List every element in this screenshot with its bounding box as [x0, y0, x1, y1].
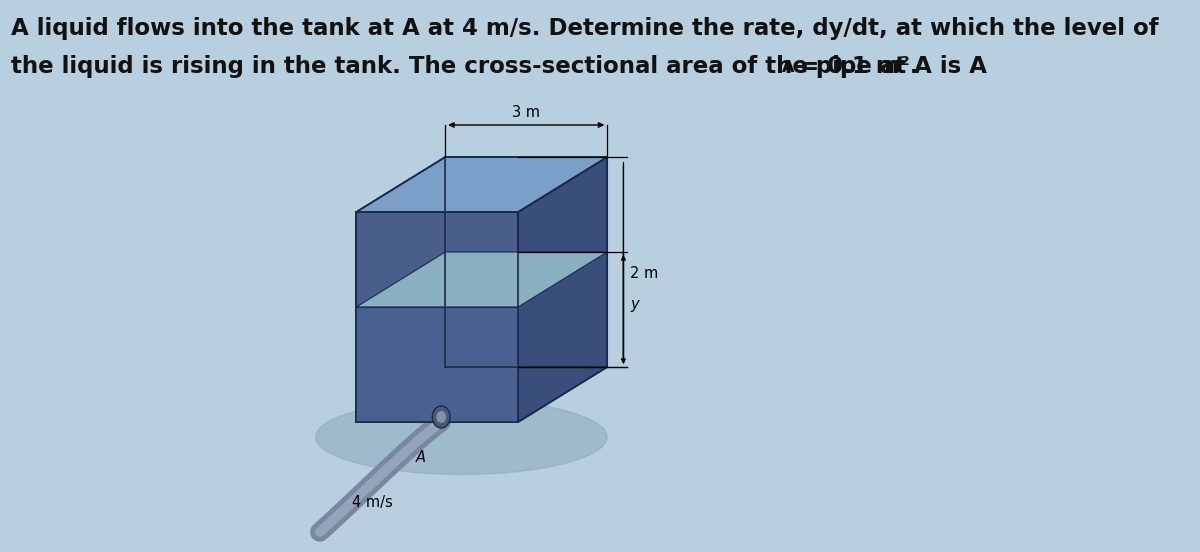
Polygon shape	[356, 252, 607, 307]
Text: A liquid flows into the tank at A at 4 m/s. Determine the rate, dy/dt, at which : A liquid flows into the tank at A at 4 m…	[11, 17, 1159, 40]
Text: 3 m: 3 m	[512, 105, 540, 120]
Text: 4 m/s: 4 m/s	[352, 495, 392, 509]
Text: A: A	[416, 449, 426, 464]
Circle shape	[432, 406, 450, 428]
Text: 2 m: 2 m	[630, 267, 658, 282]
Text: A: A	[782, 60, 794, 75]
Polygon shape	[518, 157, 607, 422]
Text: = 0.1 m².: = 0.1 m².	[792, 55, 918, 78]
Ellipse shape	[316, 400, 607, 475]
Polygon shape	[356, 307, 518, 422]
Polygon shape	[356, 212, 518, 422]
Text: y: y	[630, 297, 638, 312]
Polygon shape	[356, 157, 607, 212]
Text: the liquid is rising in the tank. The cross-sectional area of the pipe at A is A: the liquid is rising in the tank. The cr…	[11, 55, 988, 78]
Circle shape	[437, 411, 446, 423]
